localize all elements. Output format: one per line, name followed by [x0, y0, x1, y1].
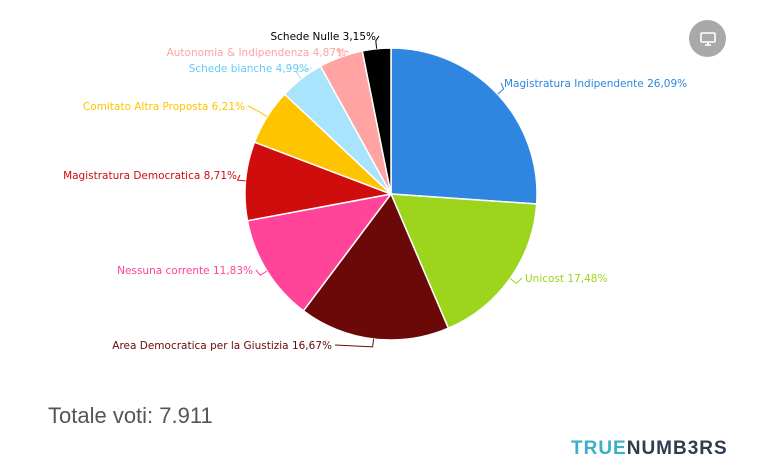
- slice-leader-line: [295, 67, 313, 80]
- slice-leader-line: [334, 338, 375, 348]
- pie-slice[interactable]: [390, 47, 538, 205]
- slice-label: Area Democratica per la Giustizia 16,67%: [112, 340, 332, 352]
- brand-logo: TRUENUMB3RS: [571, 438, 728, 460]
- brand-part-2: NUMB3RS: [626, 438, 728, 459]
- brand-part-1: TRUE: [571, 438, 627, 459]
- export-button[interactable]: [689, 20, 726, 57]
- slice-leader-line: [509, 277, 523, 284]
- slice-leader-line: [236, 174, 246, 182]
- pie-slice[interactable]: [389, 193, 538, 330]
- pie-slice[interactable]: [246, 192, 393, 312]
- slice-leader-line: [247, 105, 268, 118]
- slice-leader-line: [375, 35, 380, 49]
- slice-leader-line: [497, 82, 505, 95]
- slice-label: Magistratura Democratica 8,71%: [63, 170, 237, 182]
- pie-slice[interactable]: [302, 192, 450, 341]
- slice-label: Autonomia & Indipendenza 4,87%: [167, 47, 346, 59]
- total-votes: Totale voti: 7.911: [48, 403, 213, 428]
- slice-label: Magistratura Indipendente 26,09%: [504, 78, 687, 90]
- pie-slice[interactable]: [361, 47, 392, 195]
- slice-label: Nessuna corrente 11,83%: [117, 265, 253, 277]
- slice-leader-line: [255, 269, 268, 276]
- slice-label: Schede bianche 4,99%: [189, 63, 309, 75]
- slice-label: Schede Nulle 3,15%: [270, 31, 376, 43]
- slice-label: Comitato Altra Proposta 6,21%: [83, 101, 245, 113]
- slice-leader-line: [337, 48, 350, 58]
- slice-label: Unicost 17,48%: [525, 273, 607, 285]
- monitor-icon: [699, 31, 716, 46]
- pie-chart: Magistratura Indipendente 26,09% Unicost …: [63, 31, 687, 352]
